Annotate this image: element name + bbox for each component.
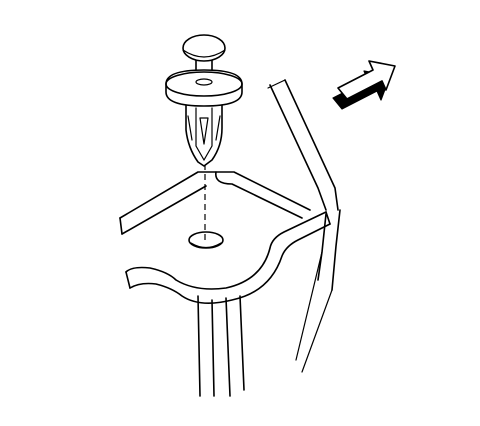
arrow-icon [332,60,396,110]
retainer-flange-top [165,71,243,97]
wall-outer-edge [284,79,339,211]
right-wall-edge-1 [317,213,327,281]
mounting-hole [188,231,224,249]
retainer-flange [165,69,243,107]
push-pin-retainer-icon [165,34,243,167]
leg-left-a [197,295,201,397]
lip-top-edge [125,211,327,290]
retainer-barb-right [203,107,213,161]
retainer-barb-left [195,107,205,161]
retainer-flange-hole [195,78,213,86]
pin-head-rim [182,49,226,58]
wall-back-edge [269,84,327,211]
leg-right-a [225,297,231,397]
lip-lower-edge [129,223,331,304]
right-wall-edge-2 [331,209,341,291]
retainer-body [185,103,223,167]
mounting-hole-depth [190,242,222,249]
shelf-left-cap [119,217,123,235]
retainer-leg-line-2 [215,115,221,141]
leg-left-b [211,299,215,397]
bracket-panel [119,79,341,397]
shelf-back-edge [119,171,311,219]
leg-right-b [239,295,245,391]
right-wall-outer [301,289,333,373]
lip-left-cap [125,271,131,289]
pin-head [182,34,226,62]
right-wall-inner [295,251,323,361]
shelf-inner-edge [121,185,207,235]
retainer-slot [199,117,209,145]
wall-top-cap [267,79,286,89]
arrow-face [337,60,396,100]
shelf-fold-line [215,171,303,219]
retainer-leg-line-1 [187,115,193,141]
